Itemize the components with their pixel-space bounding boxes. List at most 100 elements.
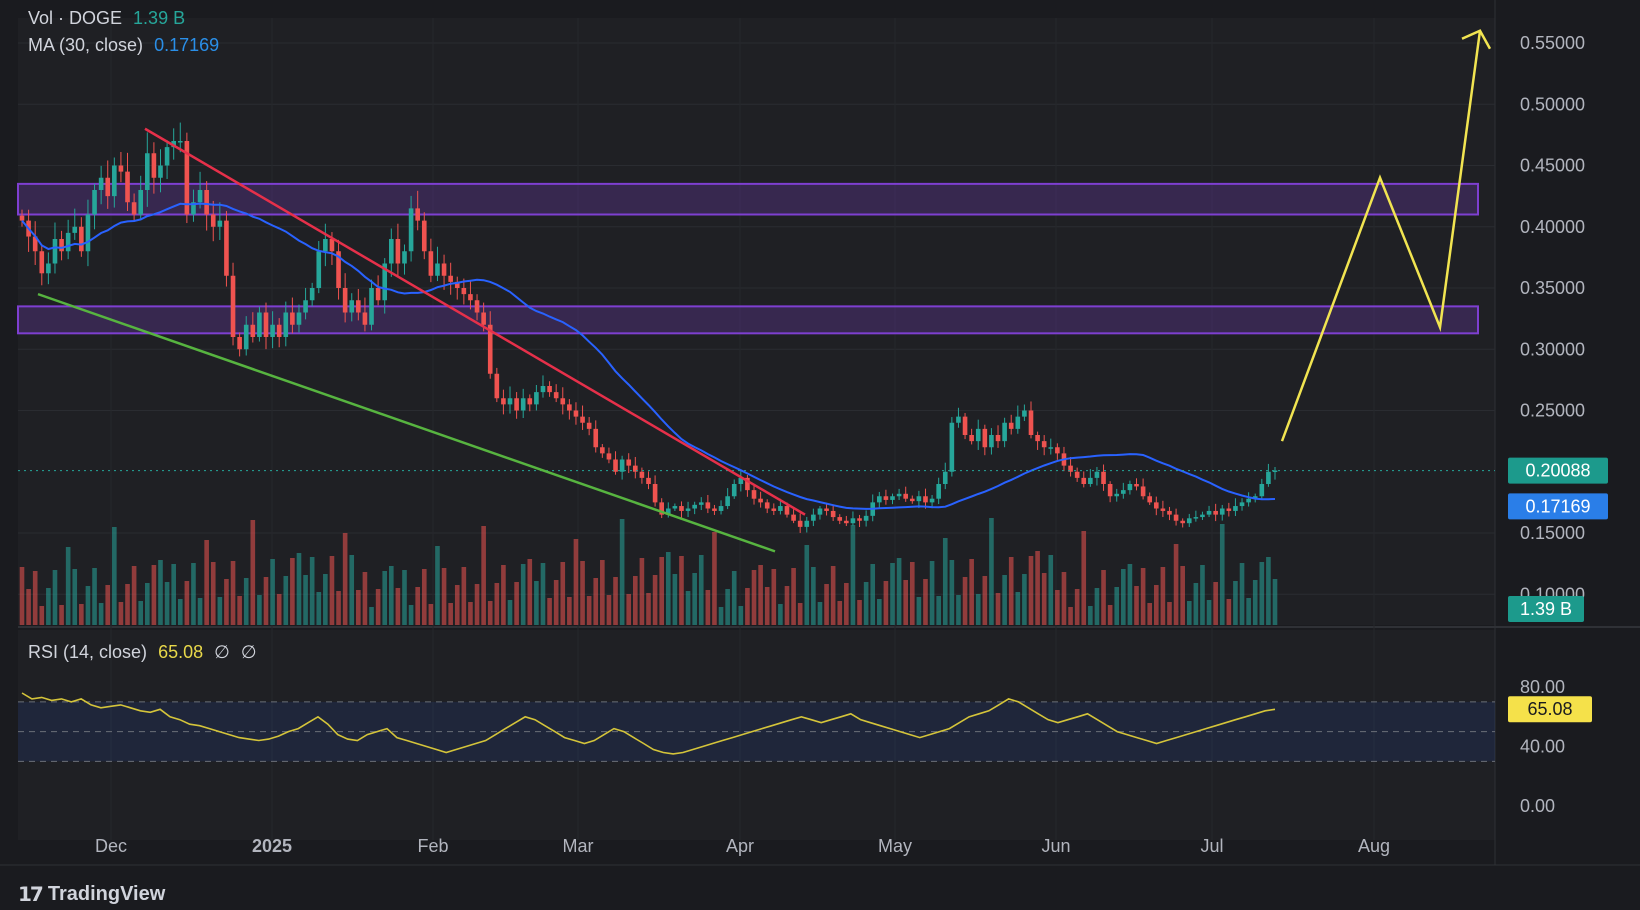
volume-bar (1121, 569, 1126, 625)
volume-bar (1134, 586, 1139, 625)
volume-bar (1246, 598, 1251, 625)
volume-bar (613, 577, 618, 625)
volume-bar (402, 570, 407, 625)
volume-bar (909, 562, 915, 625)
candle-body (764, 502, 770, 509)
candle-body (758, 498, 763, 503)
vol-badge-bg (1508, 596, 1584, 622)
candle-body (250, 324, 256, 337)
brand-name: TradingView (47, 883, 166, 905)
volume-bar (1180, 566, 1185, 625)
candle-body (1193, 517, 1199, 519)
volume-bar (751, 570, 757, 625)
candle-body (672, 506, 678, 509)
volume-bar (975, 594, 981, 625)
volume-bar (1193, 583, 1199, 625)
candle-body (487, 324, 493, 374)
volume-bar (679, 556, 684, 625)
candle-body (738, 477, 744, 484)
candle-body (824, 508, 829, 511)
rsi-settings-icon-1[interactable]: ∅ (214, 642, 230, 662)
candle-body (626, 459, 632, 466)
volume-bar (1219, 524, 1225, 625)
volume-bar (1107, 605, 1113, 625)
volume-bar (514, 582, 519, 625)
candle-body (560, 398, 566, 405)
volume-bar (481, 526, 486, 625)
volume-bar (441, 568, 447, 625)
volume-bar (725, 589, 730, 625)
volume-bar (210, 562, 216, 625)
volume-bar (283, 576, 289, 625)
volume-bar (672, 574, 678, 625)
price-tick-label: 0.40000 (1520, 217, 1585, 237)
candle-body (454, 281, 460, 288)
candle-body (1140, 486, 1146, 497)
volume-bar (659, 557, 664, 625)
brand[interactable]: 𝟭𝟳 TradingView (18, 882, 165, 907)
volume-bar (830, 566, 836, 625)
candle-body (837, 517, 843, 521)
time-tick-label: Aug (1358, 836, 1390, 856)
volume-bar (257, 595, 262, 625)
candle-body (1048, 447, 1054, 449)
rsi-tick-label: 0.00 (1520, 796, 1555, 816)
candle-body (52, 239, 58, 264)
volume-bar (125, 584, 130, 625)
volume-bar (1167, 602, 1172, 625)
volume-bar (1002, 575, 1007, 625)
candle-body (1252, 496, 1258, 499)
candle-body (316, 251, 322, 288)
candle-body (896, 493, 902, 497)
rsi-settings-icon-2[interactable]: ∅ (240, 642, 257, 662)
candle-body (1055, 447, 1060, 454)
resistance-zone (17, 182, 1479, 216)
candle-body (586, 422, 592, 429)
candle-body (613, 459, 618, 472)
candle-body (936, 484, 941, 499)
rsi-legend: RSI (14, close) 65.08 ∅ ∅ (28, 642, 257, 663)
volume-bar (652, 575, 658, 625)
volume-bar (896, 558, 902, 625)
volume-bar (164, 582, 170, 625)
volume-bar (923, 579, 928, 625)
volume-bar (144, 583, 150, 625)
candle-body (309, 288, 315, 301)
candle-body (270, 324, 275, 337)
projection-path (1280, 30, 1482, 442)
volume-bar (349, 555, 355, 625)
volume-bar (474, 584, 480, 625)
candle-body (989, 435, 994, 448)
candle-body (421, 220, 427, 252)
candle-body (725, 496, 730, 507)
candle-body (171, 141, 176, 148)
volume-bar (969, 559, 974, 625)
candle-body (923, 496, 928, 503)
volume-bar (32, 571, 38, 625)
time-tick-label: Feb (417, 836, 448, 856)
candle-body (949, 422, 955, 472)
price-tick-label: 0.25000 (1520, 401, 1585, 421)
candle-body (698, 502, 704, 505)
candle-body (415, 208, 420, 221)
volume-bar (263, 577, 269, 625)
candle-body (98, 177, 104, 190)
volume-bar (685, 591, 691, 625)
candle-body (1088, 477, 1093, 484)
candle-body (468, 294, 473, 301)
candle-body (547, 386, 552, 393)
time-tick-label: May (878, 836, 912, 856)
volume-bar (995, 593, 1001, 625)
time-tick-label: Dec (95, 836, 127, 856)
candle-body (877, 496, 882, 503)
candle-body (243, 324, 249, 350)
time-tick-label: 2025 (252, 836, 292, 856)
volume-bar (639, 558, 645, 625)
volume-bar (177, 599, 183, 625)
candle-body (567, 404, 572, 411)
candle-body (527, 398, 533, 405)
price-tick-label: 0.35000 (1520, 278, 1585, 298)
candle-body (665, 508, 671, 515)
volume-bar (138, 601, 144, 625)
